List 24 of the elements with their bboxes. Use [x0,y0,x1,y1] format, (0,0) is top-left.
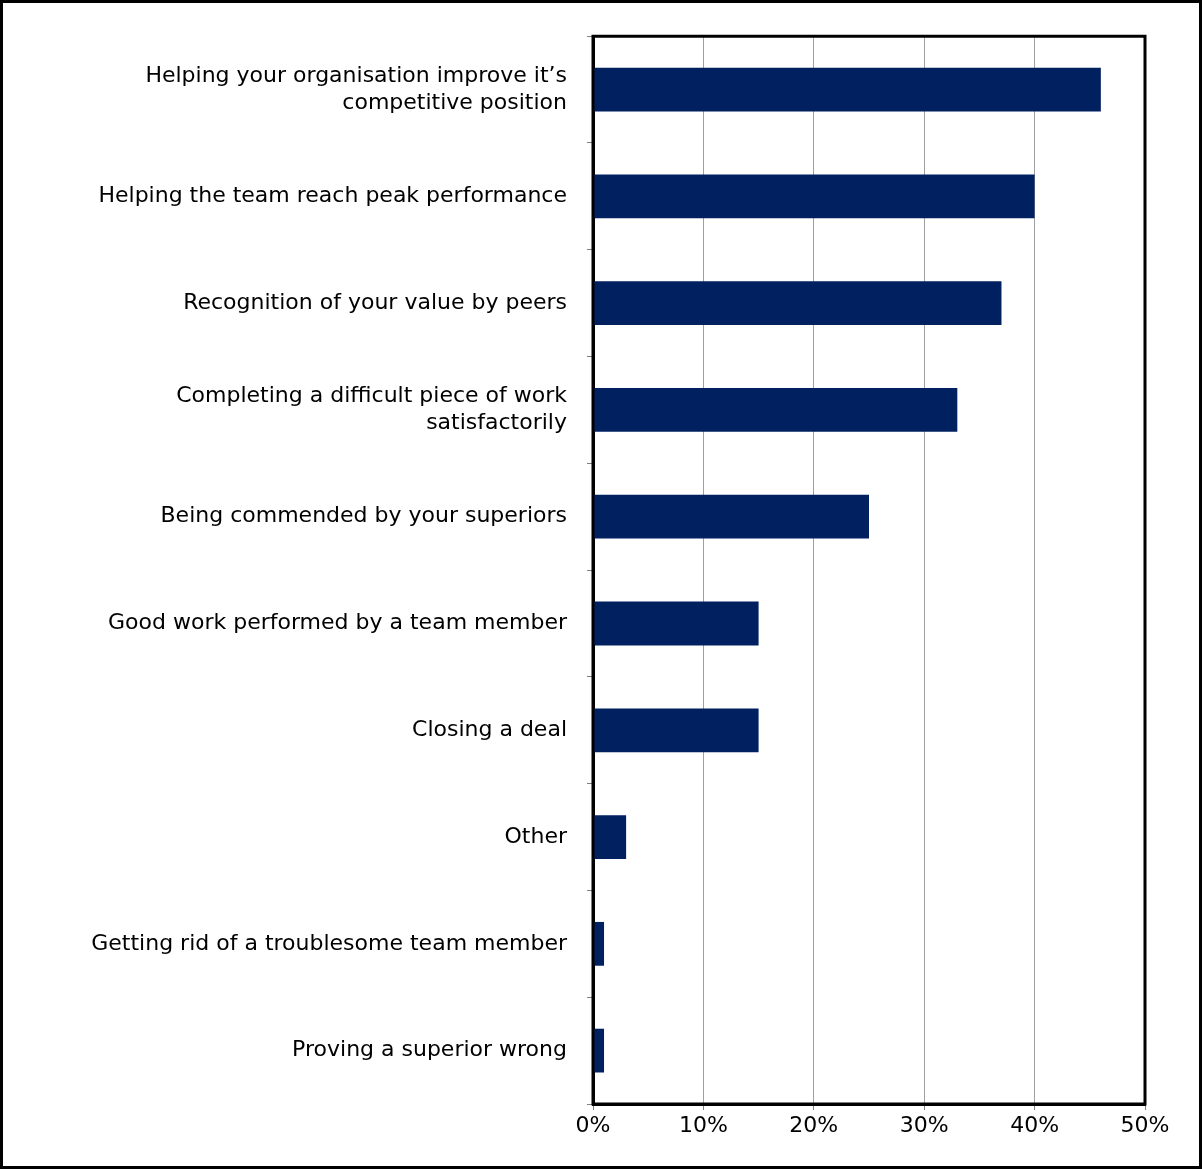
y-tick-label: Helping the team reach peak performance [98,182,567,208]
x-tick-label: 50% [1120,1111,1170,1137]
y-tick-label: Proving a superior wrong [292,1036,567,1062]
x-tick-label: 40% [1010,1111,1060,1137]
y-tick-label: Helping your organisation improve it’s competitive position [145,62,567,114]
y-tick-label: Getting rid of a troublesome team member [91,929,568,955]
bar [593,388,958,432]
bar [593,708,759,753]
bar [593,174,1035,219]
y-tick-label: Other [504,822,568,848]
x-tick-label: 10% [678,1111,728,1137]
bar [593,601,759,646]
x-tick-label: 20% [789,1111,839,1137]
y-tick-label: Closing a deal [412,715,567,741]
x-tick-label: 0% [575,1111,611,1137]
y-tick-label: Being commended by your superiors [160,502,567,528]
bar [593,494,869,539]
y-tick-label: Completing a difficult piece of work satisfactorily [176,382,568,434]
x-tick-label: 30% [899,1111,949,1137]
bar [593,815,627,859]
y-tick-label: Recognition of your value by peers [183,288,567,314]
y-tick-label: Good work performed by a team member [108,609,568,635]
bar [593,281,1002,326]
bar [593,67,1101,112]
